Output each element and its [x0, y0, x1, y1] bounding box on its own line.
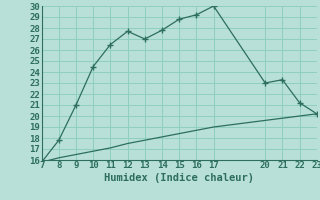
X-axis label: Humidex (Indice chaleur): Humidex (Indice chaleur) [104, 173, 254, 183]
